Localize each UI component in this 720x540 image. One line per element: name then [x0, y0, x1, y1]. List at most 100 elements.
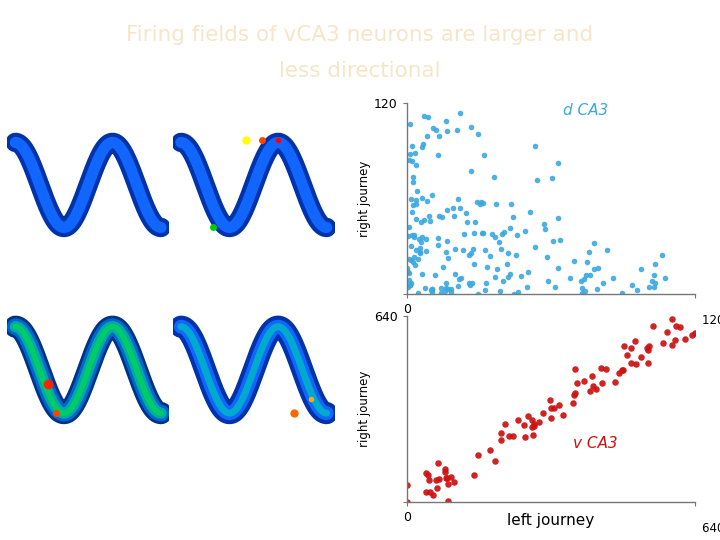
- Point: [408, 173, 419, 181]
- Point: [433, 475, 444, 484]
- Point: [578, 377, 590, 386]
- Point: [512, 287, 523, 296]
- Point: [485, 446, 496, 454]
- Point: [568, 256, 580, 265]
- Point: [635, 353, 647, 361]
- Point: [643, 342, 654, 351]
- Point: [598, 279, 609, 287]
- Point: [472, 130, 484, 139]
- Point: [458, 229, 469, 238]
- Point: [468, 470, 480, 479]
- Point: [600, 365, 612, 374]
- Point: [552, 213, 564, 222]
- Point: [404, 268, 415, 277]
- Point: [643, 282, 654, 291]
- Point: [516, 271, 527, 280]
- Point: [442, 284, 454, 293]
- Point: [498, 228, 510, 237]
- Point: [541, 253, 553, 261]
- Point: [418, 111, 430, 120]
- Point: [544, 396, 556, 404]
- Point: [405, 256, 417, 265]
- Point: [406, 231, 418, 240]
- Point: [508, 213, 519, 221]
- Point: [631, 286, 643, 294]
- Point: [410, 246, 422, 254]
- Point: [649, 260, 661, 268]
- Point: [432, 151, 444, 160]
- Point: [411, 187, 423, 195]
- Point: [643, 359, 654, 368]
- Point: [520, 227, 531, 235]
- Text: 20: 20: [311, 114, 327, 124]
- Point: [529, 141, 541, 150]
- Point: [408, 233, 420, 241]
- Point: [427, 285, 438, 293]
- Point: [404, 156, 415, 165]
- Text: Firing fields of vCA3 neurons are larger and: Firing fields of vCA3 neurons are larger…: [127, 25, 593, 45]
- Point: [490, 232, 501, 241]
- Point: [479, 246, 490, 255]
- Point: [455, 273, 467, 282]
- Point: [450, 245, 462, 253]
- Point: [463, 251, 474, 260]
- Point: [415, 238, 427, 246]
- Point: [445, 472, 456, 481]
- Point: [448, 477, 459, 486]
- Point: [402, 283, 414, 292]
- Point: [554, 235, 566, 244]
- Point: [492, 238, 504, 246]
- Point: [442, 254, 454, 263]
- Point: [522, 412, 534, 421]
- Point: [472, 450, 483, 459]
- Point: [426, 288, 438, 296]
- Point: [420, 488, 432, 496]
- Point: [491, 200, 503, 208]
- Point: [480, 279, 492, 287]
- Point: [489, 273, 500, 282]
- Point: [451, 126, 462, 134]
- Point: [417, 194, 428, 202]
- Point: [439, 287, 451, 295]
- Point: [439, 468, 451, 476]
- Point: [437, 213, 449, 221]
- Point: [418, 215, 429, 224]
- Point: [477, 228, 489, 237]
- Point: [686, 330, 698, 339]
- Point: [420, 235, 431, 244]
- Point: [625, 343, 636, 352]
- Point: [660, 273, 671, 282]
- Point: [441, 237, 453, 245]
- Point: [441, 117, 452, 125]
- Point: [402, 497, 413, 506]
- Point: [610, 378, 621, 387]
- Point: [636, 265, 647, 273]
- Point: [414, 248, 426, 256]
- Point: [476, 228, 487, 237]
- Point: [453, 274, 464, 283]
- Point: [423, 113, 434, 122]
- Point: [588, 382, 599, 390]
- Point: [441, 127, 452, 136]
- Point: [448, 203, 459, 212]
- Point: [405, 281, 416, 289]
- Point: [424, 488, 436, 496]
- Point: [410, 214, 422, 223]
- Point: [576, 284, 588, 293]
- Point: [588, 239, 600, 247]
- Point: [588, 265, 600, 273]
- Point: [401, 481, 413, 490]
- Point: [503, 432, 514, 441]
- Point: [666, 314, 678, 323]
- Point: [642, 346, 654, 354]
- Text: left journey: left journey: [507, 513, 595, 528]
- Point: [495, 245, 507, 254]
- Point: [495, 436, 506, 444]
- Point: [575, 276, 587, 285]
- Point: [440, 248, 451, 256]
- Point: [464, 279, 475, 288]
- Point: [464, 280, 476, 289]
- Point: [689, 329, 701, 338]
- Point: [442, 480, 454, 488]
- Point: [405, 195, 417, 204]
